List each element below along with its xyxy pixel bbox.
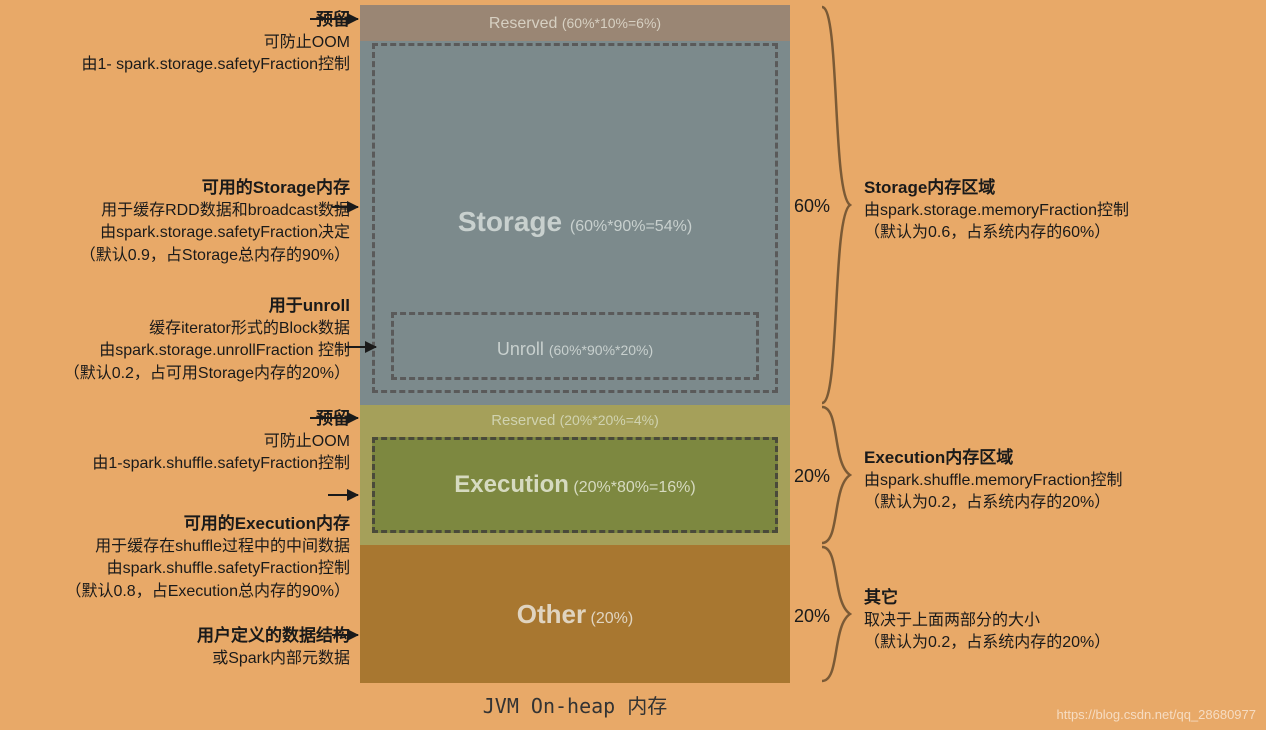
- exec-main-label: Execution: [454, 471, 569, 498]
- annot-title: 可用的Storage内存: [10, 176, 350, 200]
- annot-line: 由1-spark.shuffle.safetyFraction控制: [10, 453, 350, 475]
- annot-line: （默认为0.2，占系统内存的20%）: [864, 492, 1122, 514]
- annot-title: 用户定义的数据结构: [10, 624, 350, 648]
- storage-reserved-label: Reserved: [489, 15, 557, 32]
- left-annotation: 可用的Execution内存用于缓存在shuffle过程中的中间数据由spark…: [10, 512, 350, 603]
- left-annotation: 用户定义的数据结构或Spark内部元数据: [10, 624, 350, 670]
- unroll-label: Unroll: [497, 339, 544, 359]
- unroll-box: Unroll (60%*90%*20%): [391, 312, 759, 380]
- storage-reserved-bar: Reserved (60%*10%=6%): [360, 5, 790, 41]
- arrow-icon: [332, 206, 358, 208]
- execution-region: Reserved (20%*20%=4%) Execution (20%*80%…: [360, 405, 790, 545]
- right-annotation: Storage内存区域由spark.storage.memoryFraction…: [864, 176, 1129, 245]
- annot-line: 取决于上面两部分的大小: [864, 610, 1110, 632]
- unroll-sub: (60%*90%*20%): [549, 342, 653, 358]
- left-annotation: 用于unroll缓存iterator形式的Block数据由spark.stora…: [10, 294, 350, 385]
- annot-line: （默认0.2，占可用Storage内存的20%）: [10, 363, 350, 385]
- annot-line: 或Spark内部元数据: [10, 648, 350, 670]
- annot-line: 可防止OOM: [10, 431, 350, 453]
- other-region: Other (20%): [360, 545, 790, 683]
- annot-line: 用于缓存RDD数据和broadcast数据: [10, 200, 350, 222]
- storage-main-sub: (60%*90%=54%): [570, 218, 692, 235]
- annot-title: 预留: [10, 8, 350, 32]
- exec-usable-box: Execution (20%*80%=16%): [372, 437, 778, 533]
- arrow-icon: [332, 634, 358, 636]
- annot-line: 由spark.storage.unrollFraction 控制: [10, 340, 350, 362]
- annot-title: 预留: [10, 407, 350, 431]
- exec-reserved-sub: (20%*20%=4%): [560, 412, 659, 428]
- annot-line: 由spark.shuffle.safetyFraction控制: [10, 558, 350, 580]
- other-label: Other: [517, 599, 586, 629]
- annot-line: （默认为0.2，占系统内存的20%）: [864, 632, 1110, 654]
- other-sub: (20%): [591, 610, 634, 627]
- left-annotation: 预留可防止OOM由1- spark.storage.safetyFraction…: [10, 8, 350, 77]
- annot-line: （默认0.9，占Storage总内存的90%）: [10, 245, 350, 267]
- percent-label: 60%: [794, 196, 830, 217]
- storage-main-label: Storage: [458, 206, 562, 237]
- right-annotation: Execution内存区域由spark.shuffle.memoryFracti…: [864, 446, 1122, 515]
- annot-line: 由spark.storage.safetyFraction决定: [10, 222, 350, 244]
- percent-label: 20%: [794, 606, 830, 627]
- right-annotation: 其它取决于上面两部分的大小（默认为0.2，占系统内存的20%）: [864, 586, 1110, 655]
- annot-line: 缓存iterator形式的Block数据: [10, 318, 350, 340]
- arrow-icon: [310, 417, 358, 419]
- exec-reserved-bar: Reserved (20%*20%=4%): [360, 405, 790, 435]
- annot-title: 可用的Execution内存: [10, 512, 350, 536]
- storage-label-row: Storage (60%*90%=54%): [375, 206, 775, 238]
- arrow-icon: [310, 18, 358, 20]
- annot-title: Execution内存区域: [864, 446, 1122, 470]
- memory-diagram: Reserved (60%*10%=6%) Storage (60%*90%=5…: [360, 5, 790, 683]
- storage-region: Reserved (60%*10%=6%) Storage (60%*90%=5…: [360, 5, 790, 405]
- arrow-icon: [328, 494, 358, 496]
- storage-reserved-sub: (60%*10%=6%): [562, 15, 661, 31]
- annot-line: 由1- spark.storage.safetyFraction控制: [10, 54, 350, 76]
- annot-line: 用于缓存在shuffle过程中的中间数据: [10, 536, 350, 558]
- annot-line: （默认0.8，占Execution总内存的90%）: [10, 581, 350, 603]
- annot-line: 由spark.storage.memoryFraction控制: [864, 200, 1129, 222]
- watermark: https://blog.csdn.net/qq_28680977: [1057, 707, 1257, 722]
- exec-main-sub: (20%*80%=16%): [573, 479, 695, 496]
- storage-usable-box: Storage (60%*90%=54%) Unroll (60%*90%*20…: [372, 43, 778, 393]
- annot-line: 可防止OOM: [10, 32, 350, 54]
- annot-line: （默认为0.6，占系统内存的60%）: [864, 222, 1129, 244]
- left-annotation: 预留可防止OOM由1-spark.shuffle.safetyFraction控…: [10, 407, 350, 476]
- annot-title: 其它: [864, 586, 1110, 610]
- annot-title: Storage内存区域: [864, 176, 1129, 200]
- annot-title: 用于unroll: [10, 294, 350, 318]
- annot-line: 由spark.shuffle.memoryFraction控制: [864, 470, 1122, 492]
- percent-label: 20%: [794, 466, 830, 487]
- jvm-caption: JVM On-heap 内存: [360, 690, 790, 719]
- left-annotation: 可用的Storage内存用于缓存RDD数据和broadcast数据由spark.…: [10, 176, 350, 267]
- exec-reserved-label: Reserved: [491, 412, 555, 429]
- arrow-icon: [346, 346, 376, 348]
